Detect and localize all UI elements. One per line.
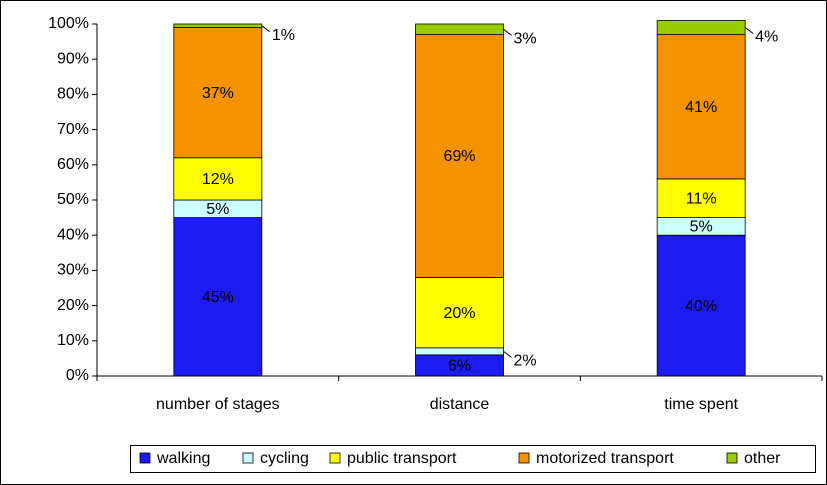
data-label: 3% (514, 30, 537, 47)
bar-segment (173, 23, 263, 28)
y-tick-label: 30% (57, 262, 89, 279)
leader-line (261, 25, 271, 33)
y-tick-label: 60% (57, 156, 89, 173)
y-tick-label: 90% (57, 50, 89, 67)
data-label: 4% (755, 29, 778, 46)
y-tick-label: 70% (57, 121, 89, 138)
y-tick-label: 0% (66, 367, 89, 384)
bar-segment (173, 27, 263, 159)
data-label: 45% (202, 289, 234, 306)
leader-line (503, 28, 512, 36)
bar-segment (656, 34, 746, 180)
y-tick-label: 20% (57, 297, 89, 314)
bar-segment (173, 217, 263, 377)
data-label: 11% (686, 190, 717, 207)
legend-label: public transport (347, 450, 457, 467)
legend-swatch (329, 452, 341, 464)
legend-swatch (518, 452, 530, 464)
legend-swatch (139, 452, 151, 464)
legend-label: walking (156, 450, 210, 467)
data-label: 5% (690, 219, 713, 236)
legend-label: motorized transport (536, 450, 674, 467)
bar-segment (656, 178, 746, 219)
data-label: 40% (685, 298, 717, 315)
data-label: 6% (448, 358, 471, 375)
x-tick-label: time spent (664, 396, 738, 413)
data-label: 41% (685, 99, 717, 116)
y-tick-label: 80% (57, 86, 89, 103)
bar-segment (656, 20, 746, 35)
data-label: 69% (443, 148, 475, 165)
bar-segment (415, 23, 504, 35)
data-label: 37% (202, 85, 234, 102)
leader-line (744, 27, 754, 34)
bar-segment (173, 157, 263, 201)
y-tick-label: 10% (57, 332, 89, 349)
data-label: 12% (202, 171, 234, 188)
legend-swatch (726, 452, 738, 464)
bar-segment (656, 234, 746, 377)
legend-label: cycling (260, 450, 309, 467)
data-label: 2% (514, 353, 537, 370)
y-tick-label: 40% (57, 226, 89, 243)
leader-line (503, 350, 512, 358)
legend-swatch (242, 452, 254, 464)
bar-segment (415, 347, 504, 356)
y-tick-label: 100% (48, 15, 89, 32)
data-label: 1% (272, 27, 295, 44)
data-label: 20% (443, 305, 475, 322)
legend-box (130, 445, 816, 473)
x-tick-label: number of stages (156, 396, 280, 413)
legend-label: other (744, 450, 781, 467)
x-tick-label: distance (430, 396, 490, 413)
bar-segment (415, 277, 504, 349)
y-tick-label: 50% (57, 191, 89, 208)
data-label: 5% (206, 201, 229, 218)
